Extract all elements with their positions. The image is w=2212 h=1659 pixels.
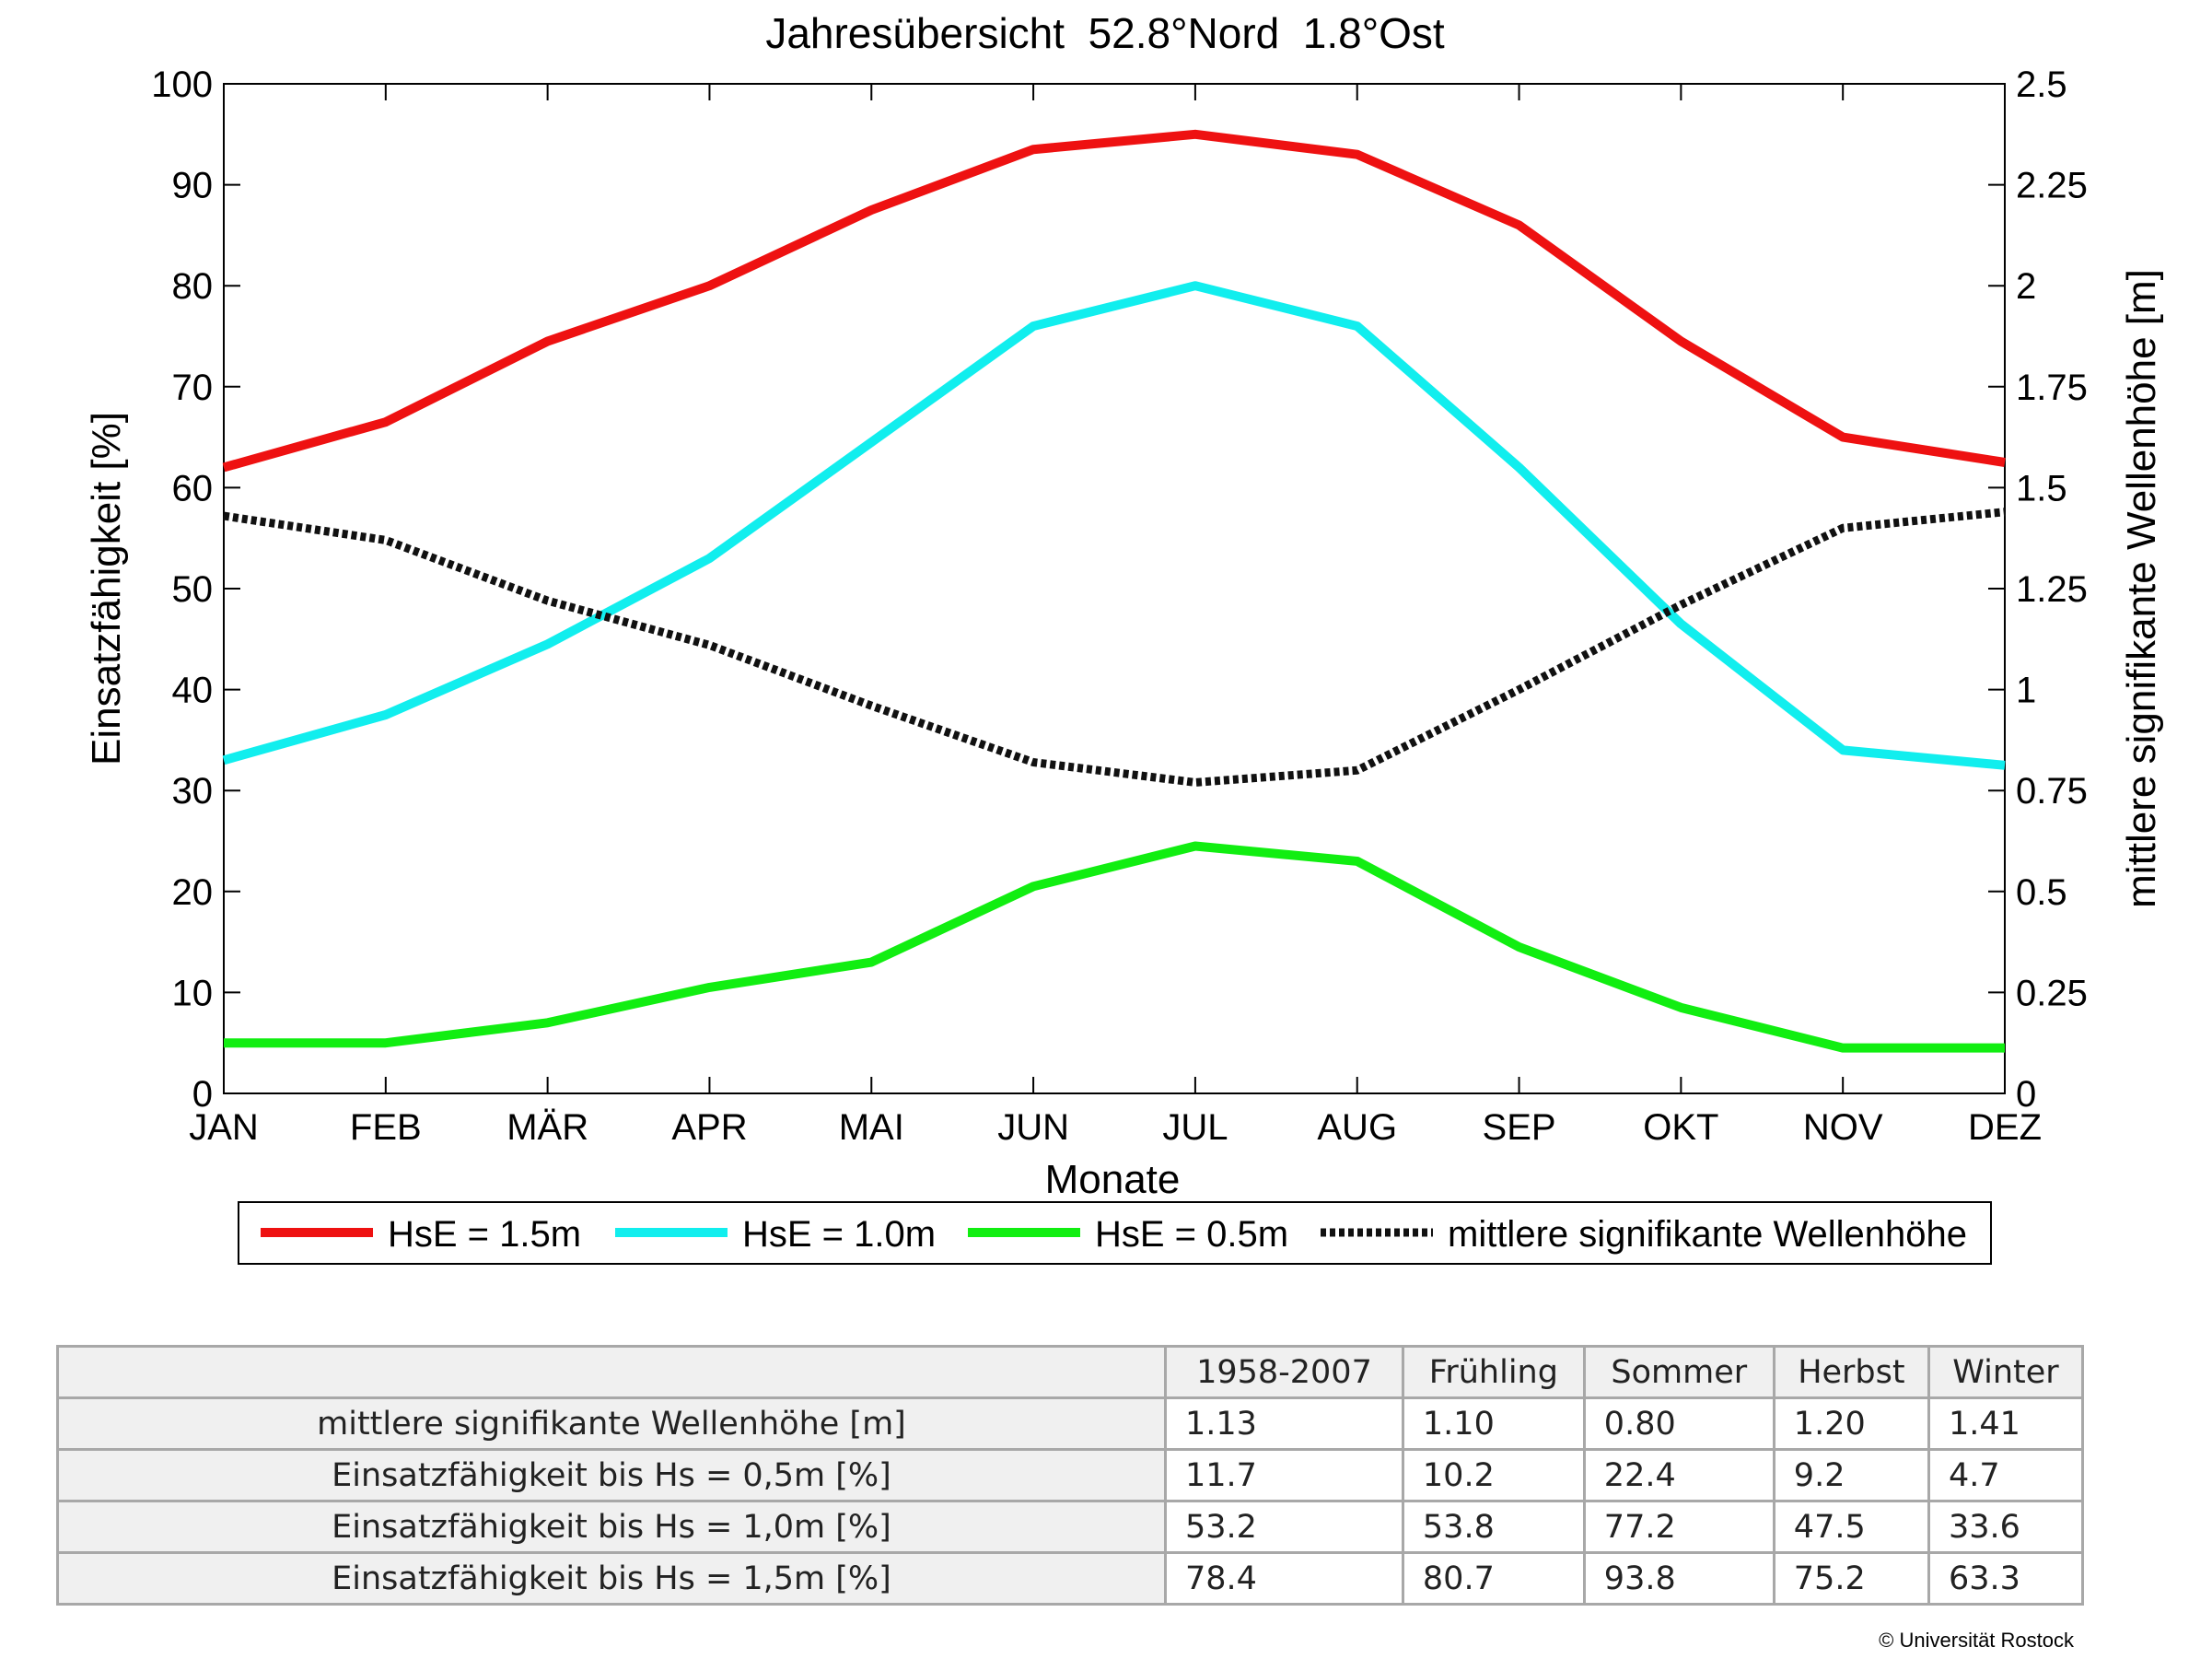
- y-left-tick-label: 60: [172, 468, 214, 508]
- table-corner-cell: [56, 1345, 1167, 1399]
- table-cell: 63.3: [1927, 1551, 2084, 1606]
- row-label: Einsatzfähigkeit bis Hs = 0,5m [%]: [56, 1448, 1167, 1502]
- table-cell: 4.7: [1927, 1448, 2084, 1502]
- series-line: [222, 281, 2006, 770]
- x-tick-label: JAN: [189, 1107, 259, 1148]
- y-right-tick-label: 2.5: [2016, 64, 2067, 105]
- series-line: [223, 508, 2006, 787]
- table-cell: 75.2: [1772, 1551, 1931, 1606]
- legend-label: HsE = 0.5m: [1095, 1214, 1288, 1255]
- chart-title: Jahresübersicht 52.8°Nord 1.8°Ost: [765, 9, 1445, 57]
- column-header: 1958-2007: [1164, 1345, 1404, 1399]
- x-tick-label: DEZ: [1968, 1107, 2042, 1148]
- table-cell: 80.7: [1401, 1551, 1586, 1606]
- x-tick-label: APR: [671, 1107, 747, 1148]
- y-left-tick-label: 30: [172, 771, 214, 812]
- series-layer: [222, 129, 2006, 1053]
- x-tick-label: JUL: [1162, 1107, 1228, 1148]
- y-left-tick-label: 90: [172, 166, 214, 206]
- table-cell: 10.2: [1401, 1448, 1586, 1502]
- y-right-tick-label: 2: [2016, 266, 2036, 307]
- x-tick-label: MÄR: [506, 1107, 588, 1148]
- y-left-tick-label: 10: [172, 973, 214, 1013]
- table-cell: 1.13: [1164, 1396, 1404, 1451]
- y-right-tick-label: 0.5: [2016, 872, 2067, 913]
- table-cell: 78.4: [1164, 1551, 1404, 1606]
- x-tick-label: SEP: [1483, 1107, 1556, 1148]
- column-header: Frühling: [1401, 1345, 1586, 1399]
- x-tick-label: FEB: [350, 1107, 422, 1148]
- table-header-row: 1958-2007 Frühling Sommer Herbst Winter: [56, 1345, 2084, 1399]
- table-cell: 1.20: [1772, 1396, 1931, 1451]
- x-axis-label: Monate: [1045, 1157, 1181, 1202]
- x-tick-label: MAI: [839, 1107, 904, 1148]
- chart: Jahresübersicht 52.8°Nord 1.8°Ost 010203…: [84, 9, 2164, 1265]
- table-cell: 53.2: [1164, 1500, 1404, 1554]
- y-right-tick-label: 0: [2016, 1074, 2036, 1115]
- table-cell: 1.41: [1927, 1396, 2084, 1451]
- table-cell: 33.6: [1927, 1500, 2084, 1554]
- x-tick-label: NOV: [1803, 1107, 1883, 1148]
- table-cell: 77.2: [1582, 1500, 1775, 1554]
- x-tick-label: JUN: [997, 1107, 1069, 1148]
- y-left-tick-label: 80: [172, 266, 214, 307]
- legend-label: mittlere signifikante Wellenhöhe: [1448, 1214, 1967, 1255]
- column-header: Sommer: [1582, 1345, 1775, 1399]
- summary-table: 1958-2007 Frühling Sommer Herbst Winter …: [56, 1345, 2084, 1606]
- y-axis-right-label: mittlere signifikante Wellenhöhe [m]: [2119, 269, 2164, 908]
- table-cell: 1.10: [1401, 1396, 1586, 1451]
- legend-label: HsE = 1.0m: [742, 1214, 936, 1255]
- table-cell: 47.5: [1772, 1500, 1931, 1554]
- y-right-tick-label: 1.5: [2016, 468, 2067, 508]
- y-left-tick-label: 20: [172, 872, 214, 913]
- legend-label: HsE = 1.5m: [388, 1214, 581, 1255]
- x-axis: JAN FEB MÄR APR MAI JUN JUL AUG SEP OKT NOV DEZ: [189, 84, 2042, 1148]
- table-row: mittlere signifikante Wellenhöhe [m] 1.1…: [56, 1396, 2084, 1451]
- y-left-tick-label: 70: [172, 368, 214, 408]
- row-label: Einsatzfähigkeit bis Hs = 1,5m [%]: [56, 1551, 1167, 1606]
- table-row: Einsatzfähigkeit bis Hs = 1,5m [%] 78.4 …: [56, 1551, 2084, 1606]
- table-cell: 0.80: [1582, 1396, 1775, 1451]
- column-header: Herbst: [1772, 1345, 1931, 1399]
- y-right-tick-label: 2.25: [2016, 166, 2088, 206]
- legend: HsE = 1.5m HsE = 1.0m HsE = 0.5m mittlere s…: [238, 1201, 1992, 1265]
- table-cell: 53.8: [1401, 1500, 1586, 1554]
- table-row: Einsatzfähigkeit bis Hs = 0,5m [%] 11.7 …: [56, 1448, 2084, 1502]
- row-label: mittlere signifikante Wellenhöhe [m]: [56, 1396, 1167, 1451]
- y-right-tick-label: 1: [2016, 671, 2036, 711]
- y-right-tick-label: 1.75: [2016, 368, 2088, 408]
- legend-box: [238, 1201, 1992, 1265]
- copyright-notice: © Universität Rostock: [1879, 1629, 2074, 1652]
- table-cell: 93.8: [1582, 1551, 1775, 1606]
- y-left-tick-label: 50: [172, 569, 214, 610]
- table-cell: 9.2: [1772, 1448, 1931, 1502]
- x-tick-label: OKT: [1643, 1107, 1718, 1148]
- table-row: Einsatzfähigkeit bis Hs = 1,0m [%] 53.2 …: [56, 1500, 2084, 1554]
- y-left-tick-label: 100: [151, 64, 213, 105]
- y-left-tick-label: 40: [172, 671, 214, 711]
- table-cell: 22.4: [1582, 1448, 1775, 1502]
- y-axis-left-label: Einsatzfähigkeit [%]: [84, 412, 129, 765]
- x-tick-label: AUG: [1317, 1107, 1397, 1148]
- series-line: [222, 129, 2006, 473]
- table-cell: 11.7: [1164, 1448, 1404, 1502]
- y-axis-right: 0 0.25 0.5 0.75 1 1.25 1.5 1.75 2 2.25 2.5: [1988, 64, 2088, 1115]
- y-right-tick-label: 0.75: [2016, 771, 2088, 812]
- y-right-tick-label: 0.25: [2016, 973, 2088, 1013]
- plot-frame: [223, 83, 2006, 1094]
- y-right-tick-label: 1.25: [2016, 569, 2088, 610]
- y-left-tick-label: 0: [192, 1074, 213, 1115]
- row-label: Einsatzfähigkeit bis Hs = 1,0m [%]: [56, 1500, 1167, 1554]
- column-header: Winter: [1927, 1345, 2084, 1399]
- series-line: [224, 841, 2005, 1053]
- y-axis-left: 0 10 20 30 40 50 60 70 80 90 100: [151, 64, 240, 1115]
